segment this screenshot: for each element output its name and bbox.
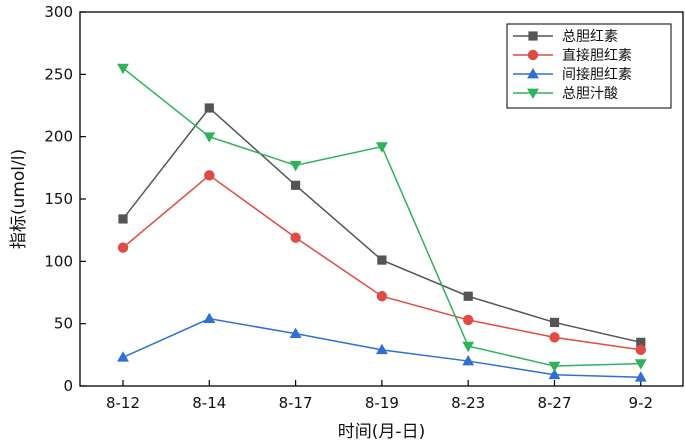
- data-point: [289, 161, 302, 172]
- legend-label: 直接胆红素: [562, 47, 632, 64]
- series-group: [117, 63, 647, 373]
- x-tick-label: 8-23: [451, 394, 485, 412]
- data-point: [204, 170, 215, 181]
- y-tick-label: 100: [44, 252, 73, 270]
- data-point: [462, 341, 475, 353]
- legend-marker: [527, 88, 539, 100]
- x-tick-label: 8-19: [365, 394, 399, 412]
- y-tick-label: 0: [63, 377, 73, 395]
- data-point: [549, 317, 560, 328]
- data-point: [117, 63, 129, 75]
- data-point: [549, 332, 560, 343]
- data-point: [117, 351, 129, 362]
- legend-marker: [528, 31, 538, 41]
- data-point: [203, 312, 216, 324]
- data-point: [634, 359, 647, 370]
- data-point: [375, 142, 388, 153]
- data-point: [204, 103, 214, 113]
- data-point: [118, 214, 128, 224]
- data-point: [548, 368, 561, 380]
- data-point: [117, 242, 129, 253]
- x-tick-label: 8-12: [106, 394, 140, 412]
- y-tick-label: 250: [44, 65, 73, 83]
- y-tick-label: 150: [44, 190, 73, 208]
- data-point: [463, 291, 473, 301]
- y-axis: 0 50 100 150 200 250 300: [44, 3, 86, 395]
- data-point: [634, 371, 647, 382]
- series-layer: [117, 63, 647, 382]
- y-tick-label: 300: [44, 3, 73, 21]
- y-tick-label: 200: [44, 128, 73, 146]
- y-axis-title: 指标(umol/l): [9, 149, 29, 249]
- data-point: [289, 327, 302, 338]
- x-axis: 8-12 8-14 8-17 8-19 8-23 8-27 9-2: [106, 380, 653, 412]
- data-point: [375, 343, 388, 355]
- legend-label: 总胆汁酸: [562, 86, 618, 102]
- data-point: [548, 361, 561, 373]
- data-point: [290, 232, 301, 243]
- series-line: [122, 67, 641, 367]
- data-point: [635, 344, 647, 356]
- data-point: [463, 314, 474, 326]
- y-tick-label: 50: [54, 315, 73, 333]
- data-point: [462, 355, 475, 366]
- legend-marker: [527, 49, 539, 61]
- x-axis-title: 时间(月-日): [338, 422, 425, 442]
- series-group: [117, 312, 647, 382]
- legend-label: 间接胆红素: [562, 66, 632, 83]
- x-tick-label: 8-14: [192, 394, 226, 412]
- legend-label: 总胆红素: [562, 29, 618, 45]
- data-point: [377, 255, 387, 265]
- x-tick-label: 8-27: [537, 394, 571, 412]
- series-group: [118, 103, 646, 347]
- data-point: [203, 132, 216, 143]
- x-tick-label: 9-2: [629, 394, 654, 412]
- legend-marker: [527, 67, 539, 79]
- x-tick-label: 8-17: [279, 394, 313, 412]
- data-point: [290, 180, 301, 190]
- series-group: [117, 170, 647, 356]
- data-point: [376, 291, 388, 302]
